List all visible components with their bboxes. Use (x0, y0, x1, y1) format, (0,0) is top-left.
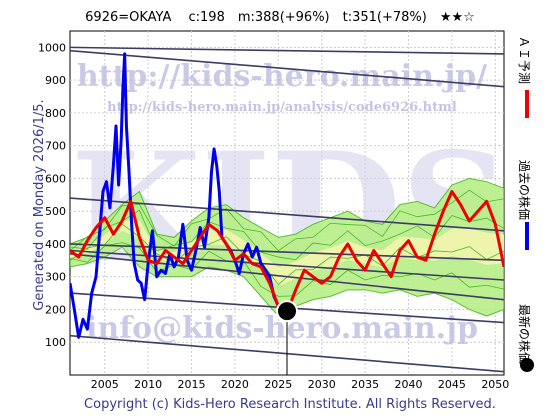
y-tick-label: 500 (45, 205, 66, 218)
y-tick-label: 400 (45, 238, 66, 251)
x-tick-label: 2040 (395, 378, 423, 391)
legend-latest-price-swatch (520, 358, 534, 372)
copyright: Copyright (c) Kids-Hero Research Institu… (84, 397, 496, 412)
legend-past-price-label: 過去の株価 (517, 160, 532, 220)
watermark-url-analysis: http://kids-hero.main.jp/analysis/code69… (107, 100, 457, 115)
y-tick-label: 900 (45, 74, 66, 87)
x-tick-label: 2035 (351, 378, 379, 391)
watermark-url-main: http://kids-hero.main.jp/ (77, 59, 487, 94)
y-tick-label: 800 (45, 107, 66, 120)
legend-ai-forecast-label: ＡＩ予測 (517, 36, 531, 84)
y-tick-label: 200 (45, 303, 66, 316)
x-tick-label: 2020 (221, 378, 249, 391)
x-tick-label: 2045 (438, 378, 466, 391)
x-tick-label: 2025 (264, 378, 292, 391)
x-tick-label: 2005 (91, 378, 119, 391)
legend: ＡＩ予測 過去の株価 最新の株価 (517, 36, 534, 372)
x-tick-label: 2050 (481, 378, 509, 391)
generated-date: Generated on Monday 2026/1/5. (32, 99, 47, 310)
y-tick-label: 300 (45, 271, 66, 284)
x-axis: 2005 2010 2015 2020 2025 2030 2035 2040 2045 2050 (91, 378, 510, 391)
x-tick-label: 2015 (178, 378, 206, 391)
y-tick-label: 1000 (38, 41, 66, 54)
latest-price-dot (277, 301, 297, 321)
legend-latest-price-label: 最新の株価 (517, 304, 532, 364)
y-tick-label: 600 (45, 172, 66, 185)
x-tick-label: 2010 (134, 378, 162, 391)
chart-title: 6926=OKAYA c:198 m:388(+96%) t:351(+78%)… (85, 10, 475, 25)
y-tick-label: 100 (45, 336, 66, 349)
y-tick-label: 700 (45, 140, 66, 153)
x-tick-label: 2030 (308, 378, 336, 391)
